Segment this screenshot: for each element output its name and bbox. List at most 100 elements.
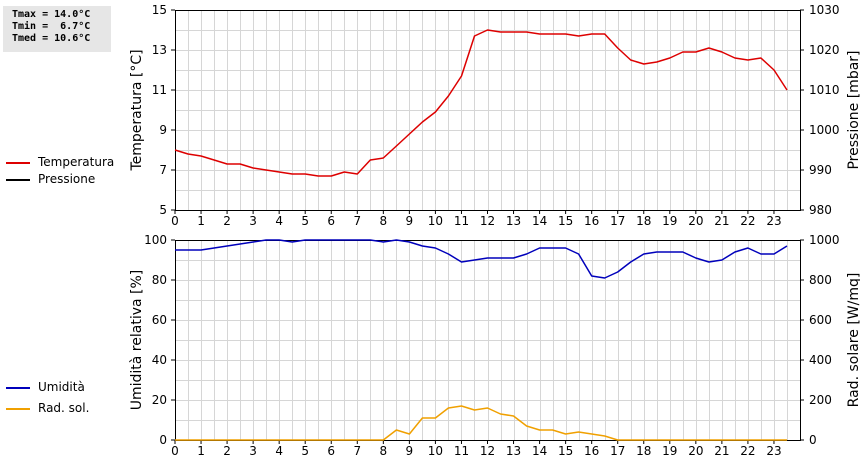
y-tick-label: 100 (144, 233, 167, 247)
x-tick-label: 9 (406, 444, 414, 458)
legend-bottom: Umidità Rad. sol. (6, 379, 89, 417)
x-tick-label: 15 (558, 444, 573, 458)
x-tick-label: 1 (197, 444, 205, 458)
x-tick-label: 10 (428, 214, 443, 228)
y-tick-label: 11 (152, 83, 167, 97)
x-tick-label: 4 (275, 444, 283, 458)
legend-item-temperatura: Temperatura (6, 154, 114, 171)
x-tick-label: 16 (584, 214, 599, 228)
y2-tick-label: 800 (809, 273, 832, 287)
x-tick-label: 7 (353, 214, 361, 228)
legend-swatch-umidita (6, 387, 30, 389)
y-tick-label: 80 (152, 273, 167, 287)
x-tick-label: 22 (740, 214, 755, 228)
x-tick-label: 11 (454, 444, 469, 458)
legend-item-umidita: Umidità (6, 379, 89, 396)
legend-swatch-radsol (6, 408, 30, 410)
y-axis-label: Temperatura [°C] (129, 49, 145, 171)
y2-axis-label: Rad. solare [W/mq] (846, 273, 860, 408)
y2-axis-label: Pressione [mbar] (846, 50, 860, 169)
y-axis-label: Umidità relativa [%] (129, 270, 145, 411)
x-tick-label: 23 (766, 214, 781, 228)
stat-tmin: Tmin = 6.7°C (12, 21, 91, 32)
x-tick-label: 6 (327, 214, 335, 228)
x-tick-label: 3 (249, 444, 257, 458)
x-tick-label: 4 (275, 214, 283, 228)
y2-tick-label: 0 (809, 433, 817, 447)
y2-tick-label: 400 (809, 353, 832, 367)
y2-tick-label: 1020 (809, 43, 840, 57)
stats-box: Tmax = 14.0°C Tmin = 6.7°C Tmed = 10.6°C (3, 6, 111, 52)
legend-top: Temperatura Pressione (6, 154, 114, 188)
x-tick-label: 14 (532, 444, 547, 458)
x-tick-label: 1 (197, 214, 205, 228)
y2-tick-label: 980 (809, 203, 832, 217)
y-tick-label: 7 (159, 163, 167, 177)
x-tick-label: 8 (380, 444, 388, 458)
x-tick-label: 19 (662, 214, 677, 228)
x-tick-label: 18 (636, 214, 651, 228)
x-tick-label: 17 (610, 214, 625, 228)
x-tick-label: 14 (532, 214, 547, 228)
x-tick-label: 5 (301, 214, 309, 228)
x-tick-label: 15 (558, 214, 573, 228)
y-tick-label: 20 (152, 393, 167, 407)
legend-label-temperatura: Temperatura (38, 155, 115, 169)
x-tick-label: 5 (301, 444, 309, 458)
y2-tick-label: 600 (809, 313, 832, 327)
x-tick-label: 2 (223, 444, 231, 458)
x-tick-label: 7 (353, 444, 361, 458)
y-tick-label: 60 (152, 313, 167, 327)
x-tick-label: 23 (766, 444, 781, 458)
stat-tmax: Tmax = 14.0°C (12, 9, 91, 20)
x-tick-label: 8 (380, 214, 388, 228)
x-tick-label: 21 (714, 444, 729, 458)
legend-swatch-temperatura (6, 162, 30, 164)
x-tick-label: 11 (454, 214, 469, 228)
x-tick-label: 19 (662, 444, 677, 458)
x-tick-label: 21 (714, 214, 729, 228)
stat-tmed: Tmed = 10.6°C (12, 33, 91, 44)
y2-tick-label: 1010 (809, 83, 840, 97)
legend-item-pressione: Pressione (6, 171, 114, 188)
legend-label-pressione: Pressione (38, 172, 96, 186)
x-tick-label: 0 (171, 444, 179, 458)
y-tick-label: 9 (159, 123, 167, 137)
y2-tick-label: 200 (809, 393, 832, 407)
x-tick-label: 6 (327, 444, 335, 458)
y2-tick-label: 1000 (809, 233, 840, 247)
x-tick-label: 22 (740, 444, 755, 458)
x-tick-label: 0 (171, 214, 179, 228)
y-tick-label: 13 (152, 43, 167, 57)
x-tick-label: 9 (406, 214, 414, 228)
y-tick-label: 5 (159, 203, 167, 217)
x-tick-label: 13 (506, 214, 521, 228)
y-tick-label: 40 (152, 353, 167, 367)
legend-item-radsol: Rad. sol. (6, 400, 89, 417)
panel-2: 0 1 2 3 4 5 6 7 8 9 10 11 12 13 14 15 16 17 18 19 20 21 22 2302… (129, 233, 860, 458)
legend-swatch-pressione (6, 179, 30, 181)
y2-tick-label: 1000 (809, 123, 840, 137)
series-line-rad-sol (175, 405, 787, 441)
x-tick-label: 18 (636, 444, 651, 458)
x-tick-label: 20 (688, 444, 703, 458)
x-tick-label: 3 (249, 214, 257, 228)
y-tick-label: 0 (159, 433, 167, 447)
x-tick-label: 12 (480, 444, 495, 458)
x-tick-label: 12 (480, 214, 495, 228)
y2-tick-label: 1030 (809, 3, 840, 17)
y-tick-label: 15 (152, 3, 167, 17)
series-line-temperatura (174, 29, 788, 177)
y2-tick-label: 990 (809, 163, 832, 177)
x-tick-label: 20 (688, 214, 703, 228)
x-tick-label: 13 (506, 444, 521, 458)
panel-1: 0 1 2 3 4 5 6 7 8 9 10 11 12 13 14 15 16 17 18 19 20 21 22 2357… (129, 3, 860, 228)
x-tick-label: 17 (610, 444, 625, 458)
legend-label-umidita: Umidità (38, 380, 85, 394)
x-tick-label: 16 (584, 444, 599, 458)
legend-label-radsol: Rad. sol. (38, 401, 90, 415)
series-line-umidit (175, 239, 788, 279)
x-tick-label: 10 (428, 444, 443, 458)
x-tick-label: 2 (223, 214, 231, 228)
